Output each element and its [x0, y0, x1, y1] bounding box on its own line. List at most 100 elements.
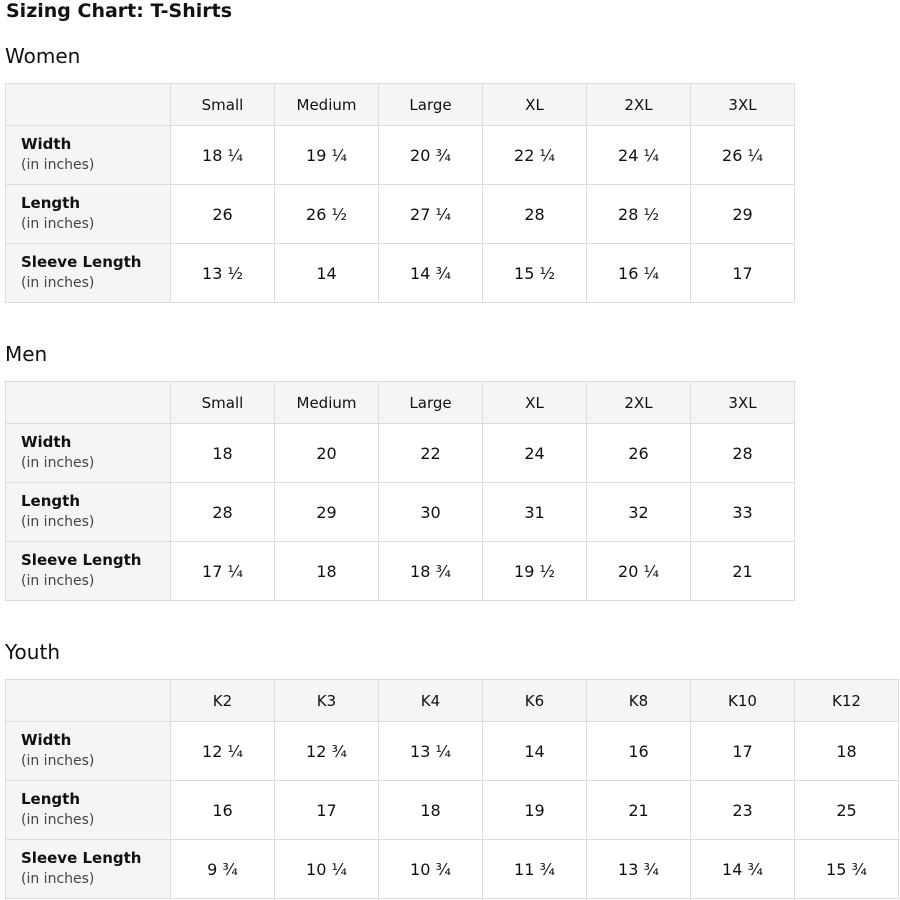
- size-header: Small: [170, 83, 275, 126]
- measure-cell: 20 ¾: [378, 125, 483, 185]
- size-header: Large: [378, 83, 483, 126]
- measure-cell: 24 ¼: [586, 125, 691, 185]
- row-header: Width (in inches): [5, 423, 171, 483]
- size-header: K10: [690, 679, 795, 722]
- table-row: Width (in inches) 18 20 22 24 26 28: [5, 423, 795, 483]
- measure-cell: 16: [170, 780, 275, 840]
- measure-cell: 24: [482, 423, 587, 483]
- section-title-women: Women: [5, 44, 81, 68]
- page-title: Sizing Chart: T-Shirts: [6, 0, 233, 22]
- women-size-table: Small Medium Large XL 2XL 3XL Width (in i…: [5, 83, 795, 303]
- section-title-men: Men: [5, 342, 48, 366]
- row-label: Length: [21, 194, 80, 212]
- row-label: Width: [21, 731, 72, 749]
- size-header: 2XL: [586, 381, 691, 424]
- measure-cell: 12 ¼: [170, 721, 275, 781]
- measure-cell: 13 ¼: [378, 721, 483, 781]
- size-header: K3: [274, 679, 379, 722]
- row-label: Sleeve Length: [21, 849, 142, 867]
- table-header-row: K2 K3 K4 K6 K8 K10 K12: [5, 679, 899, 722]
- measure-cell: 29: [274, 482, 379, 542]
- row-label: Length: [21, 492, 80, 510]
- measure-cell: 26 ½: [274, 184, 379, 244]
- measure-cell: 20 ¼: [586, 541, 691, 601]
- measure-cell: 17: [274, 780, 379, 840]
- size-header: XL: [482, 83, 587, 126]
- measure-cell: 17: [690, 243, 795, 303]
- row-header: Width (in inches): [5, 125, 171, 185]
- measure-cell: 23: [690, 780, 795, 840]
- table-corner-cell: [5, 83, 171, 126]
- measure-cell: 13 ½: [170, 243, 275, 303]
- measure-cell: 30: [378, 482, 483, 542]
- row-header: Length (in inches): [5, 482, 171, 542]
- size-header: Medium: [274, 381, 379, 424]
- measure-cell: 19 ½: [482, 541, 587, 601]
- size-header: K2: [170, 679, 275, 722]
- measure-cell: 29: [690, 184, 795, 244]
- measure-cell: 19: [482, 780, 587, 840]
- men-size-table: Small Medium Large XL 2XL 3XL Width (in i…: [5, 381, 795, 601]
- section-title-youth: Youth: [5, 640, 60, 664]
- measure-cell: 17: [690, 721, 795, 781]
- row-unit: (in inches): [21, 275, 95, 291]
- measure-cell: 10 ¾: [378, 839, 483, 899]
- measure-cell: 15 ¾: [794, 839, 899, 899]
- measure-cell: 20: [274, 423, 379, 483]
- measure-cell: 19 ¼: [274, 125, 379, 185]
- size-header: Large: [378, 381, 483, 424]
- measure-cell: 13 ¾: [586, 839, 691, 899]
- measure-cell: 10 ¼: [274, 839, 379, 899]
- table-row: Length (in inches) 26 26 ½ 27 ¼ 28 28 ½ 2…: [5, 184, 795, 244]
- table-header-row: Small Medium Large XL 2XL 3XL: [5, 381, 795, 424]
- table-corner-cell: [5, 381, 171, 424]
- row-unit: (in inches): [21, 871, 95, 887]
- row-header: Length (in inches): [5, 184, 171, 244]
- measure-cell: 31: [482, 482, 587, 542]
- measure-cell: 27 ¼: [378, 184, 483, 244]
- table-header-row: Small Medium Large XL 2XL 3XL: [5, 83, 795, 126]
- measure-cell: 16 ¼: [586, 243, 691, 303]
- measure-cell: 9 ¾: [170, 839, 275, 899]
- size-header: 3XL: [690, 381, 795, 424]
- measure-cell: 15 ½: [482, 243, 587, 303]
- measure-cell: 26 ¼: [690, 125, 795, 185]
- size-header: XL: [482, 381, 587, 424]
- row-label: Width: [21, 135, 72, 153]
- measure-cell: 18: [274, 541, 379, 601]
- row-unit: (in inches): [21, 216, 95, 232]
- measure-cell: 25: [794, 780, 899, 840]
- table-corner-cell: [5, 679, 171, 722]
- measure-cell: 14: [482, 721, 587, 781]
- measure-cell: 14: [274, 243, 379, 303]
- row-header: Sleeve Length (in inches): [5, 243, 171, 303]
- measure-cell: 21: [690, 541, 795, 601]
- size-header: K12: [794, 679, 899, 722]
- size-header: 3XL: [690, 83, 795, 126]
- size-header: Small: [170, 381, 275, 424]
- size-header: K6: [482, 679, 587, 722]
- row-unit: (in inches): [21, 157, 95, 173]
- size-header: 2XL: [586, 83, 691, 126]
- row-header: Width (in inches): [5, 721, 171, 781]
- measure-cell: 16: [586, 721, 691, 781]
- size-header: K4: [378, 679, 483, 722]
- size-header: K8: [586, 679, 691, 722]
- table-row: Width (in inches) 12 ¼ 12 ¾ 13 ¼ 14 16 17…: [5, 721, 899, 781]
- measure-cell: 26: [170, 184, 275, 244]
- row-label: Length: [21, 790, 80, 808]
- measure-cell: 12 ¾: [274, 721, 379, 781]
- table-row: Sleeve Length (in inches) 13 ½ 14 14 ¾ 15…: [5, 243, 795, 303]
- measure-cell: 14 ¾: [378, 243, 483, 303]
- table-row: Length (in inches) 28 29 30 31 32 33: [5, 482, 795, 542]
- table-row: Sleeve Length (in inches) 17 ¼ 18 18 ¾ 19…: [5, 541, 795, 601]
- row-unit: (in inches): [21, 753, 95, 769]
- measure-cell: 18: [378, 780, 483, 840]
- measure-cell: 22: [378, 423, 483, 483]
- table-row: Sleeve Length (in inches) 9 ¾ 10 ¼ 10 ¾ 1…: [5, 839, 899, 899]
- row-label: Width: [21, 433, 72, 451]
- measure-cell: 18 ¼: [170, 125, 275, 185]
- measure-cell: 14 ¾: [690, 839, 795, 899]
- measure-cell: 18: [794, 721, 899, 781]
- table-row: Width (in inches) 18 ¼ 19 ¼ 20 ¾ 22 ¼ 24 …: [5, 125, 795, 185]
